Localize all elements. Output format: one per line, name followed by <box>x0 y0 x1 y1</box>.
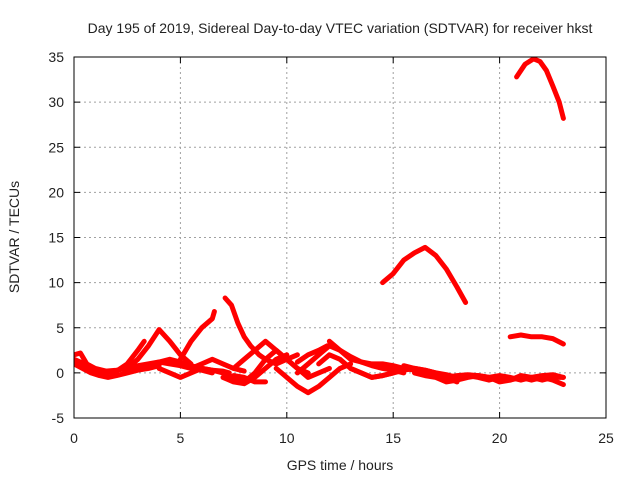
x-tick-label: 10 <box>279 430 295 446</box>
y-tick-label: 20 <box>48 184 64 200</box>
y-tick-label: 15 <box>48 230 64 246</box>
plot-frame <box>73 56 607 419</box>
series-line-arc-7 <box>177 309 217 362</box>
y-tick-label: 10 <box>48 275 64 291</box>
y-tick-label: -5 <box>52 410 65 426</box>
series-line-arc-6 <box>156 365 247 383</box>
y-tick-label: 0 <box>56 365 64 381</box>
axis-ticks: 0 5 10 15 20 25 -5 0 5 10 15 20 25 30 35 <box>48 49 614 446</box>
y-tick-label: 5 <box>56 320 64 336</box>
x-tick-label: 5 <box>177 430 185 446</box>
y-tick-label: 25 <box>48 139 64 155</box>
series-line-arc-24 <box>507 332 566 347</box>
series-line-arc-13 <box>231 373 268 385</box>
x-axis-label: GPS time / hours <box>287 457 394 473</box>
x-tick-label: 25 <box>598 430 614 446</box>
x-tick-label: 20 <box>492 430 508 446</box>
series-line-arc-14 <box>273 361 354 396</box>
data-series <box>74 57 566 396</box>
series-line-arc-25 <box>514 57 566 121</box>
y-tick-label: 35 <box>48 49 64 65</box>
series-line-arc-10 <box>220 352 290 387</box>
series-line-arc-16 <box>294 343 330 365</box>
x-tick-label: 0 <box>70 430 78 446</box>
series-line-arc-2 <box>74 338 147 376</box>
y-tick-label: 30 <box>48 94 64 110</box>
x-tick-label: 15 <box>385 430 401 446</box>
chart-title: Day 195 of 2019, Sidereal Day-to-day VTE… <box>88 20 593 36</box>
series-line-arc-23 <box>433 372 566 383</box>
series-line-arc-20 <box>380 244 469 305</box>
y-axis-label: SDTVAR / TECUs <box>6 181 22 293</box>
series-line-arc-12 <box>241 347 332 385</box>
gridlines <box>74 57 606 418</box>
